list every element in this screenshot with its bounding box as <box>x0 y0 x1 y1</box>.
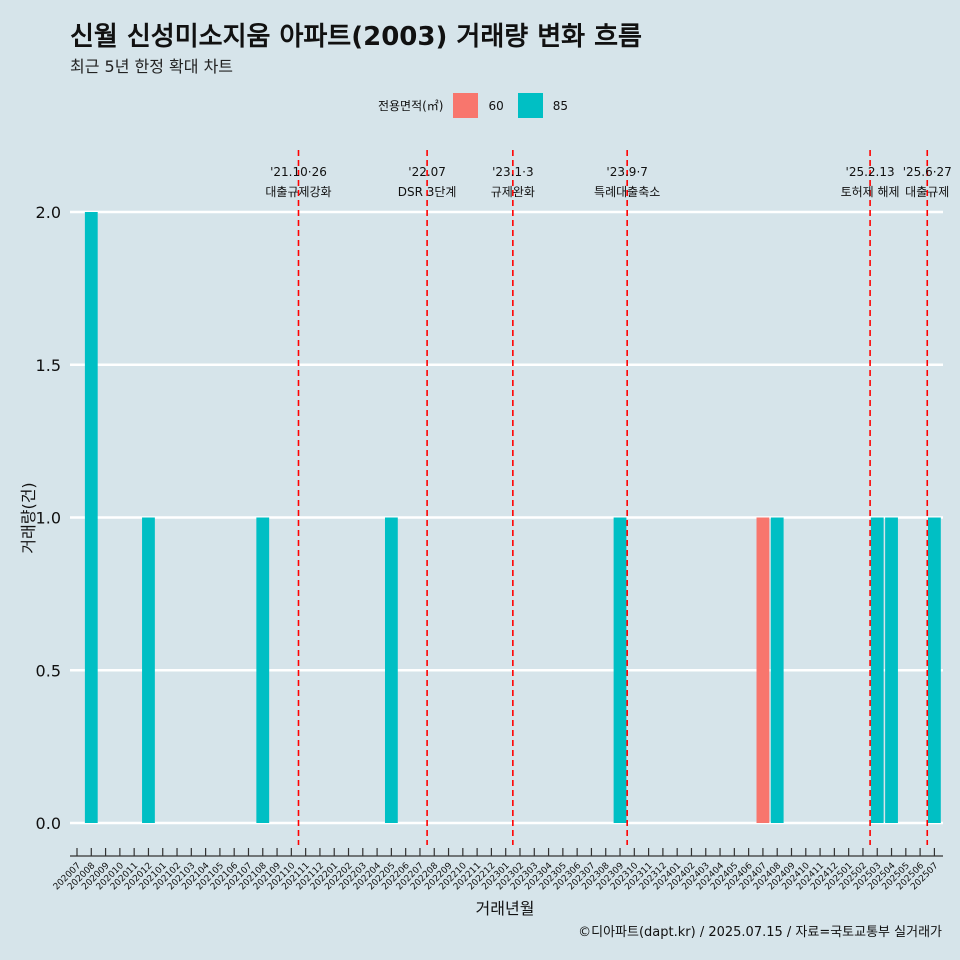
legend: 전용면적(㎡) 60 85 <box>0 93 960 118</box>
y-tick-label: 1.0 <box>36 509 61 528</box>
event-date-label: '25.2.13 <box>846 165 895 179</box>
event-name-label: 대출규제 <box>905 185 949 199</box>
chart-title: 신월 신성미소지움 아파트(2003) 거래량 변화 흐름 <box>70 22 642 52</box>
legend-label-60: 60 <box>488 98 504 113</box>
event-lines: '21.10·26 대출규제강화 '22.07 DSR 3단계 '23.1·3 규제완화 '… <box>265 150 952 845</box>
bar <box>885 517 898 823</box>
bar <box>613 517 627 823</box>
bar <box>142 517 155 823</box>
bars <box>84 212 941 823</box>
bar <box>84 212 98 823</box>
caption: ©디아파트(dapt.kr) / 2025.07.15 / 자료=국토교통부 실… <box>578 925 942 940</box>
x-axis-title: 거래년월 <box>476 899 535 918</box>
y-axis-title: 거래량(건) <box>19 482 38 553</box>
y-tick-label: 0.0 <box>36 814 61 833</box>
event-name-label: 토허제 해제 <box>841 185 900 199</box>
bar <box>384 517 398 823</box>
bar <box>770 517 784 823</box>
gridlines <box>70 210 943 825</box>
y-tick-label: 0.5 <box>36 661 61 680</box>
event-name-label: 특례대출축소 <box>594 185 660 199</box>
bar <box>756 517 770 823</box>
bar <box>870 517 884 823</box>
x-axis: 2020072020082020092020102020112020122021… <box>52 848 943 892</box>
event-name-label: 대출규제강화 <box>265 185 331 199</box>
legend-title: 전용면적(㎡) <box>377 99 444 113</box>
bar <box>928 517 941 823</box>
y-tick-label: 2.0 <box>36 203 61 222</box>
event-name-label: DSR 3단계 <box>398 185 457 199</box>
event-date-label: '22.07 <box>408 165 446 179</box>
event-date-label: '21.10·26 <box>270 165 327 179</box>
bar <box>256 517 270 823</box>
event-date-label: '25.6·27 <box>903 165 952 179</box>
chart-subtitle: 최근 5년 한정 확대 차트 <box>70 57 234 76</box>
event-date-label: '23.1·3 <box>492 165 533 179</box>
y-tick-labels: 0.0 0.5 1.0 1.5 2.0 <box>36 203 61 833</box>
y-tick-label: 1.5 <box>36 356 61 375</box>
event-date-label: '23.9·7 <box>606 165 647 179</box>
legend-label-85: 85 <box>552 98 569 113</box>
legend-item-60: 60 <box>453 93 504 118</box>
event-name-label: 규제완화 <box>491 185 535 199</box>
legend-swatch-85 <box>517 93 543 118</box>
legend-item-85: 85 <box>517 93 569 118</box>
legend-swatch-60 <box>453 93 479 118</box>
